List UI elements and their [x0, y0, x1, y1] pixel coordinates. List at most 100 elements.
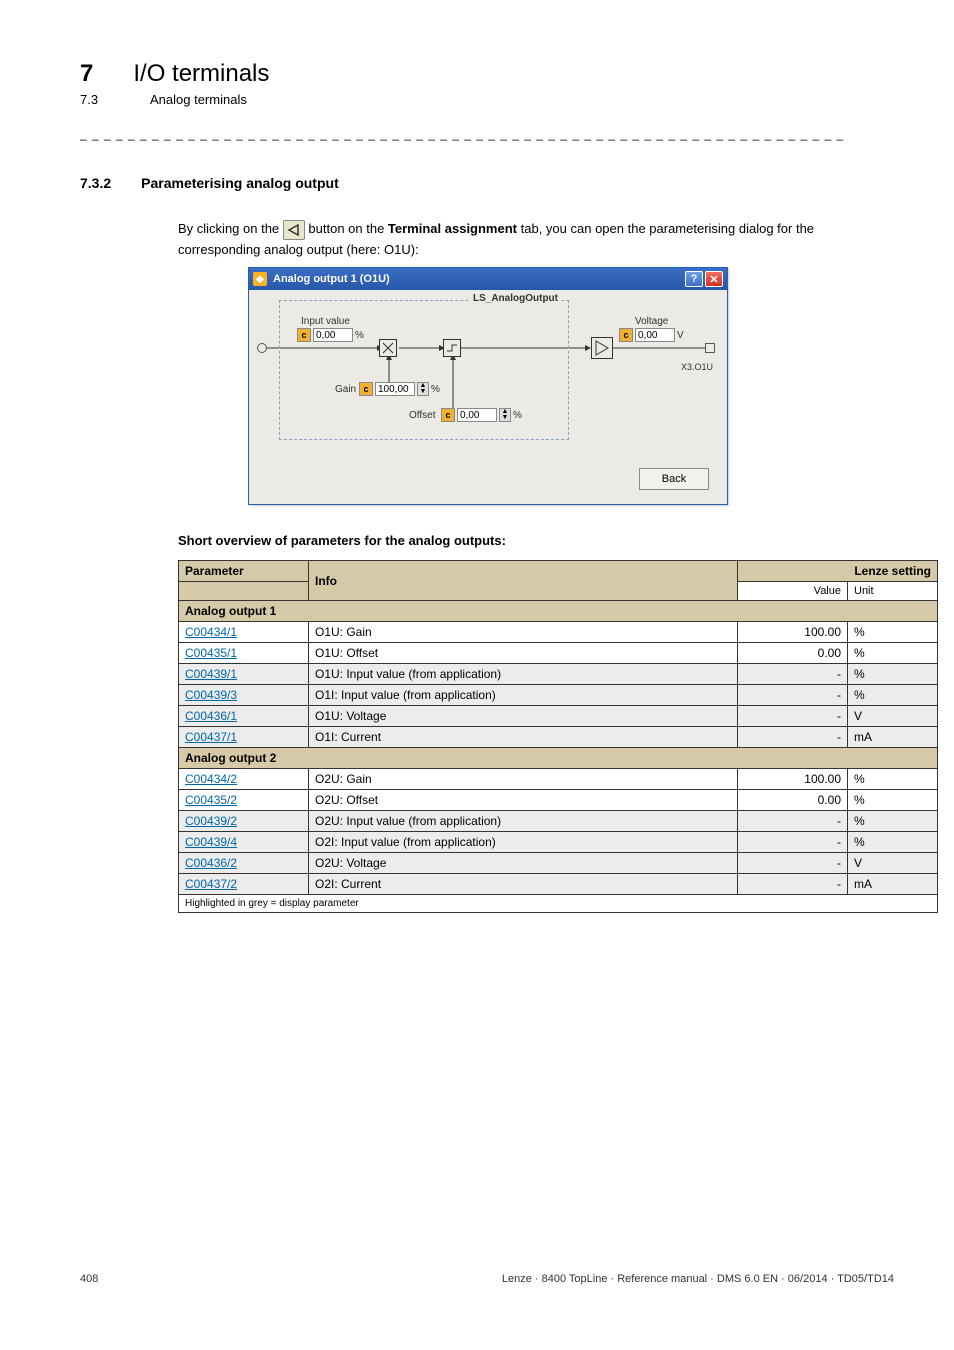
section-title: Parameterising analog output: [141, 175, 339, 191]
page-number: 408: [80, 1273, 98, 1285]
value-cell: -: [738, 727, 848, 748]
voltage-unit: V: [677, 330, 684, 341]
info-cell: O1U: Input value (from application): [309, 664, 738, 685]
unit-cell: mA: [848, 874, 938, 895]
dialog-titlebar: ◆ Analog output 1 (O1U) ? ✕: [249, 268, 727, 290]
voltage-label: Voltage: [635, 316, 668, 327]
unit-cell: V: [848, 853, 938, 874]
gain-input-box: c ▲▼ %: [359, 382, 440, 396]
input-value-box: c %: [297, 328, 364, 342]
offset-block-icon: [443, 339, 461, 357]
offset-field[interactable]: [457, 408, 497, 422]
output-terminal-icon: [705, 343, 715, 353]
table-caption: Short overview of parameters for the ana…: [178, 533, 894, 548]
parameter-link[interactable]: C00437/1: [185, 730, 237, 744]
table-footnote: Highlighted in grey = display parameter: [179, 895, 938, 913]
info-cell: O2I: Current: [309, 874, 738, 895]
offset-spinner[interactable]: ▲▼: [499, 408, 511, 422]
parameter-link[interactable]: C00434/2: [185, 772, 237, 786]
value-cell: -: [738, 832, 848, 853]
offset-unit: %: [513, 410, 522, 421]
parameter-link[interactable]: C00437/2: [185, 877, 237, 891]
value-cell: -: [738, 685, 848, 706]
unit-cell: %: [848, 622, 938, 643]
unit-cell: %: [848, 664, 938, 685]
col-info: Info: [309, 561, 738, 601]
subsection-title: Analog terminals: [150, 92, 247, 107]
col-lenze: Lenze setting: [738, 561, 938, 582]
gain-block-icon: [379, 339, 397, 357]
parameter-link[interactable]: C00435/2: [185, 793, 237, 807]
parameter-link[interactable]: C00436/1: [185, 709, 237, 723]
unit-cell: %: [848, 790, 938, 811]
value-cell: -: [738, 853, 848, 874]
parameter-table: Parameter Info Lenze setting Value Unit …: [178, 560, 938, 913]
chapter-title: I/O terminals: [133, 60, 269, 88]
section-header: 7.3.2 Parameterising analog output: [80, 175, 894, 191]
info-cell: O1I: Input value (from application): [309, 685, 738, 706]
c-badge-icon: c: [359, 382, 373, 396]
back-button[interactable]: Back: [639, 468, 709, 490]
input-value-unit: %: [355, 330, 364, 341]
c-badge-icon: c: [441, 408, 455, 422]
unit-cell: %: [848, 643, 938, 664]
parameter-link[interactable]: C00434/1: [185, 625, 237, 639]
dialog-app-icon: ◆: [253, 272, 267, 286]
input-node-icon: [257, 343, 267, 353]
parameter-link[interactable]: C00435/1: [185, 646, 237, 660]
info-cell: O2I: Input value (from application): [309, 832, 738, 853]
footer-text: Lenze · 8400 TopLine · Reference manual …: [502, 1273, 894, 1285]
group-header: Analog output 1: [179, 601, 938, 622]
parameter-link[interactable]: C00439/1: [185, 667, 237, 681]
intro-paragraph: By clicking on the button on the Termina…: [178, 219, 894, 259]
info-cell: O2U: Voltage: [309, 853, 738, 874]
parameter-link[interactable]: C00436/2: [185, 856, 237, 870]
close-button[interactable]: ✕: [705, 271, 723, 287]
unit-cell: mA: [848, 727, 938, 748]
value-cell: -: [738, 706, 848, 727]
gain-spinner[interactable]: ▲▼: [417, 382, 429, 396]
subsection-header: 7.3 Analog terminals: [80, 92, 894, 107]
voltage-box: c V: [619, 328, 684, 342]
gain-field[interactable]: [375, 382, 415, 396]
info-cell: O1U: Offset: [309, 643, 738, 664]
unit-cell: %: [848, 769, 938, 790]
unit-cell: V: [848, 706, 938, 727]
unit-cell: %: [848, 832, 938, 853]
subsection-number: 7.3: [80, 92, 110, 107]
value-cell: 100.00: [738, 622, 848, 643]
info-cell: O1I: Current: [309, 727, 738, 748]
value-cell: 0.00: [738, 643, 848, 664]
group-header: Analog output 2: [179, 748, 938, 769]
info-cell: O1U: Gain: [309, 622, 738, 643]
unit-cell: %: [848, 811, 938, 832]
offset-label: Offset: [409, 410, 436, 421]
input-value-field[interactable]: [313, 328, 353, 342]
value-cell: -: [738, 811, 848, 832]
page-footer: 408 Lenze · 8400 TopLine · Reference man…: [0, 1273, 954, 1315]
fieldset-legend: LS_AnalogOutput: [469, 293, 562, 304]
c-badge-icon: c: [619, 328, 633, 342]
intro-text-pre: By clicking on the: [178, 221, 283, 236]
gain-unit: %: [431, 384, 440, 395]
info-cell: O2U: Gain: [309, 769, 738, 790]
gain-label: Gain: [335, 384, 356, 395]
parameter-link[interactable]: C00439/4: [185, 835, 237, 849]
col-unit: Unit: [848, 582, 938, 601]
x301u-label: X3.O1U: [681, 362, 713, 372]
amplifier-block-icon: [591, 337, 613, 359]
voltage-field[interactable]: [635, 328, 675, 342]
parameter-link[interactable]: C00439/3: [185, 688, 237, 702]
help-button[interactable]: ?: [685, 271, 703, 287]
chapter-header: 7 I/O terminals: [80, 60, 894, 88]
intro-text-bold: Terminal assignment: [388, 221, 517, 236]
analog-output-dialog: ◆ Analog output 1 (O1U) ? ✕: [248, 267, 728, 505]
info-cell: O2U: Offset: [309, 790, 738, 811]
col-parameter: Parameter: [179, 561, 309, 582]
value-cell: -: [738, 874, 848, 895]
section-number: 7.3.2: [80, 175, 111, 191]
c-badge-icon: c: [297, 328, 311, 342]
parameter-link[interactable]: C00439/2: [185, 814, 237, 828]
info-cell: O2U: Input value (from application): [309, 811, 738, 832]
value-cell: 0.00: [738, 790, 848, 811]
